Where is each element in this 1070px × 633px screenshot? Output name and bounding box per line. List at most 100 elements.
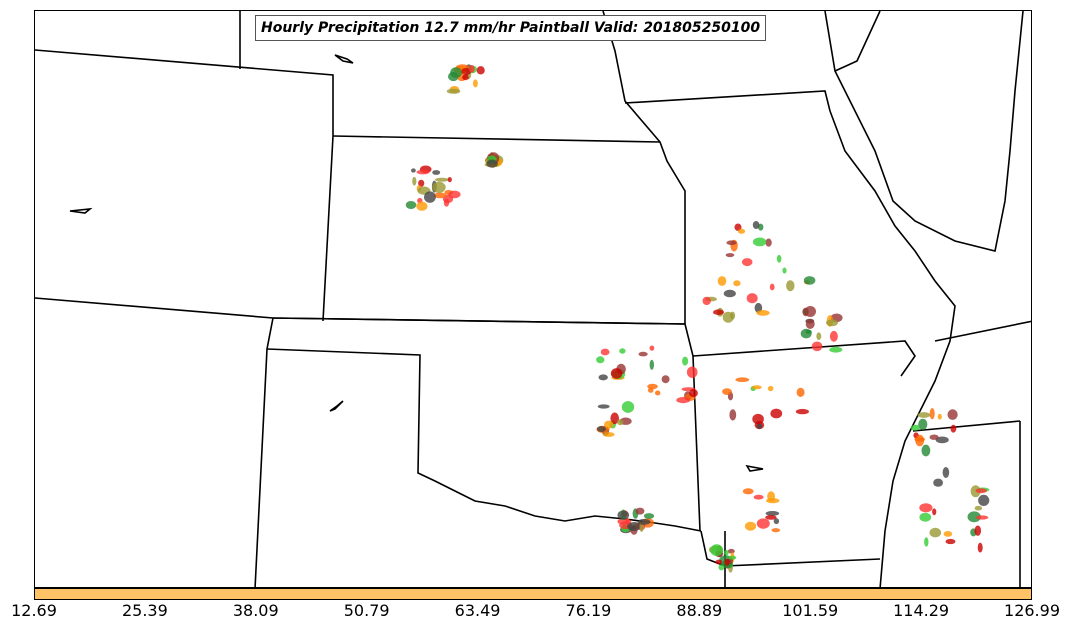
precipitation-cell [929,408,935,420]
precipitation-cell [974,525,982,536]
precipitation-cell [638,351,648,357]
precipitation-cell [942,467,950,478]
precipitation-cell [443,198,450,207]
precipitation-cell [649,345,655,351]
colorbar-tick-label: 12.69 [11,601,57,620]
precipitation-cell [765,511,780,516]
precipitation-cell [753,494,764,500]
precipitation-cell [424,191,436,203]
precipitation-cell [919,503,933,513]
precipitation-cell [702,296,711,306]
precipitation-cell [737,228,746,234]
precipitation-cell [637,518,651,525]
precipitation-cell [643,513,655,519]
precipitation-cell [597,404,610,409]
precipitation-cell [734,223,742,231]
map-canvas [35,11,1031,587]
precipitation-cell [950,424,957,433]
colorbar-tick-label: 25.39 [121,601,168,620]
precipitation-cell [649,359,654,370]
border-ne-ks [332,135,661,143]
precipitation-cell [600,348,610,356]
precipitation-cell [418,179,425,187]
border-ks-mo [602,11,686,324]
precipitation-cell [967,511,981,523]
precipitation-cell [733,280,741,287]
precipitation-cell [468,65,475,73]
precipitation-cell [756,310,770,316]
border-wi [834,11,881,72]
precipitation-cell [411,168,416,173]
precipitation-cell [765,238,772,247]
precipitation-cell [742,488,754,495]
precipitation-cell [746,293,758,304]
precipitation-cell [610,412,619,425]
border-nm [254,317,274,587]
precipitation-cell [686,366,698,378]
precipitation-cell [910,424,920,431]
precipitation-cell [771,528,781,533]
precipitation-cell [718,564,725,571]
precipitation-cell [715,559,723,565]
precipitation-cell [603,432,615,437]
border-ia-mo [624,90,831,112]
precipitation-cell [915,434,925,447]
colorbar-tick-label: 63.49 [454,601,501,620]
colorbar-tick-label: 88.89 [676,601,723,620]
precipitation-cell [769,283,775,291]
precipitation-cell [921,444,931,457]
precipitation-cell [933,478,943,487]
precipitation-cell [682,356,689,366]
precipitation-cell [932,508,937,516]
border-ok-panhandle [266,348,702,532]
precipitation-cell [432,170,441,175]
precipitation-cell [756,518,770,529]
precipitation-cell [435,177,449,182]
lake [69,207,93,214]
precipitation-cell [752,413,764,425]
precipitation-cell [447,177,452,183]
precipitation-cell [461,68,472,76]
precipitation-cell [722,388,732,395]
precipitation-cell [782,267,787,274]
precipitation-cell [729,409,737,421]
precipitation-cell [405,201,417,209]
precipitation-cell [829,330,838,342]
precipitation-cell [717,276,727,286]
precipitation-cell [802,307,809,317]
colorbar-tick-label: 76.19 [565,601,612,620]
precipitation-cell [724,558,730,566]
precipitation-paintballs [405,64,990,573]
border-tn-ms [912,420,1021,432]
precipitation-cell [803,276,816,285]
precipitation-cell [647,383,658,390]
border-wy-south [35,49,334,136]
border-co-south [35,297,686,325]
precipitation-cell [767,491,775,502]
precipitation-cell [752,221,760,229]
precipitation-cell [432,181,446,193]
precipitation-cell [929,527,942,538]
precipitation-cell [744,521,757,531]
border-ar-la [724,558,881,567]
precipitation-cell [937,413,942,420]
precipitation-cell [448,190,461,199]
precipitation-cell [741,258,753,267]
map-panel [34,10,1032,588]
precipitation-cell [722,311,734,323]
precipitation-cell [786,280,795,292]
precipitation-cell [450,67,462,78]
precipitation-cell [826,319,838,327]
precipitation-cell [473,79,478,88]
precipitation-cell [829,346,843,353]
colorbar-tick-label: 126.99 [1004,601,1060,620]
precipitation-cell [770,408,783,419]
precipitation-cell [676,397,691,404]
lake [329,400,344,412]
precipitation-cell [935,436,949,444]
precipitation-cell [723,289,736,298]
colorbar-tick-label: 38.09 [232,601,279,620]
precipitation-cell [710,544,724,557]
precipitation-cell [795,408,810,415]
precipitation-cell [726,240,737,245]
